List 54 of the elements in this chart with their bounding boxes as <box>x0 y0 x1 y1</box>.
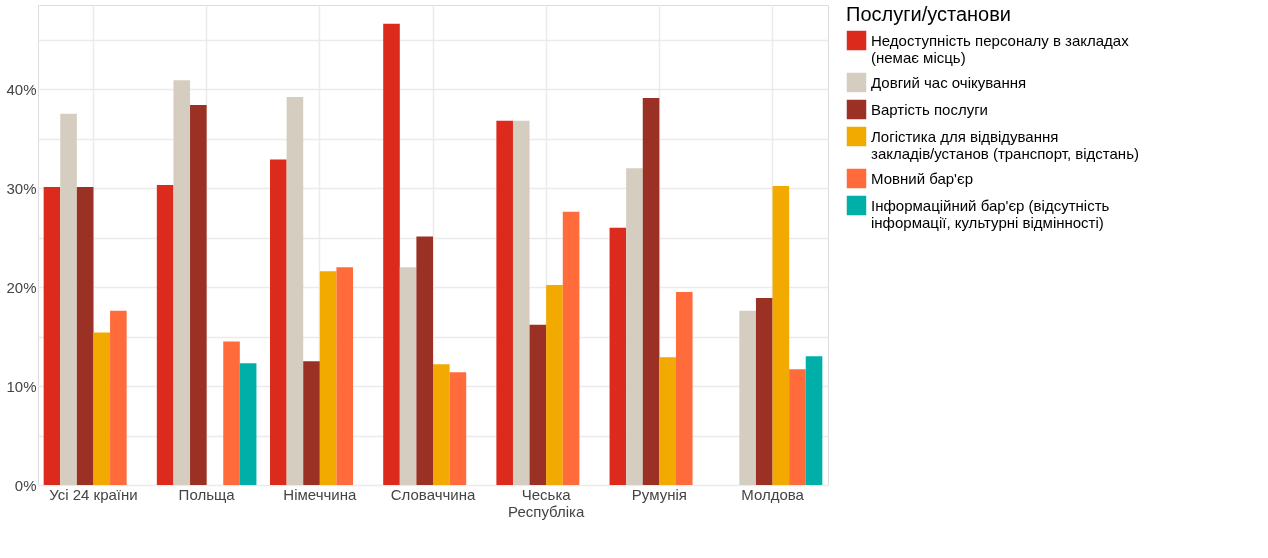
bar <box>772 186 790 485</box>
y-tick-label: 40% <box>6 80 37 98</box>
bar <box>805 356 823 485</box>
legend-label: Мовний бар'єр <box>871 169 973 187</box>
bar <box>546 285 563 485</box>
x-tick-label: Молдова <box>741 485 805 503</box>
x-tick-label: Польща <box>178 485 236 503</box>
legend-label: Вартість послуги <box>871 100 988 118</box>
bar <box>383 23 400 485</box>
bar <box>512 120 530 485</box>
bar <box>60 113 77 485</box>
bar <box>433 364 450 485</box>
bar <box>156 185 174 485</box>
bar <box>496 120 513 485</box>
legend-label: Інформаційний бар'єр (відсутність інформації, культурні відмінності) <box>871 196 1110 231</box>
bar <box>336 267 354 485</box>
bar <box>270 159 287 485</box>
bar <box>626 168 643 485</box>
bar <box>675 292 693 485</box>
bar <box>223 341 240 485</box>
bar <box>399 267 417 485</box>
legend-label: Логістика для відвідування закладів/установ (транспорт, відстань) <box>871 127 1139 162</box>
bar <box>239 363 257 485</box>
bar <box>755 297 773 485</box>
bar <box>303 361 320 485</box>
bar <box>609 227 627 485</box>
bar <box>43 187 61 485</box>
x-tick-label: Румунія <box>631 485 687 503</box>
bar <box>529 324 547 485</box>
bar <box>110 310 127 485</box>
y-tick-label: 20% <box>6 278 37 296</box>
y-tick-label: 30% <box>6 179 37 197</box>
bar <box>789 369 806 485</box>
bar <box>642 98 660 485</box>
legend-label: Недоступність персоналу в закладах (немає місць) <box>871 31 1130 66</box>
y-tick-label: 10% <box>6 377 37 395</box>
bar <box>286 97 304 485</box>
bar <box>449 372 467 485</box>
x-tick-label: Усі 24 країни <box>49 485 138 503</box>
bar <box>190 104 207 485</box>
y-tick-label: 0% <box>14 476 37 494</box>
bar <box>739 310 756 485</box>
bar <box>173 80 191 485</box>
bar <box>416 236 433 485</box>
legend-title: Послуги/установи <box>846 3 1011 25</box>
x-tick-label: Німеччина <box>283 485 357 503</box>
bar <box>76 187 94 485</box>
bar <box>93 332 111 485</box>
bar <box>659 357 676 485</box>
legend-label: Довгий час очікування <box>871 73 1027 91</box>
x-tick-label: Чеська Республіка <box>508 485 585 520</box>
x-tick-label: Словаччина <box>390 485 476 503</box>
bar <box>562 211 580 485</box>
bar <box>319 271 337 485</box>
